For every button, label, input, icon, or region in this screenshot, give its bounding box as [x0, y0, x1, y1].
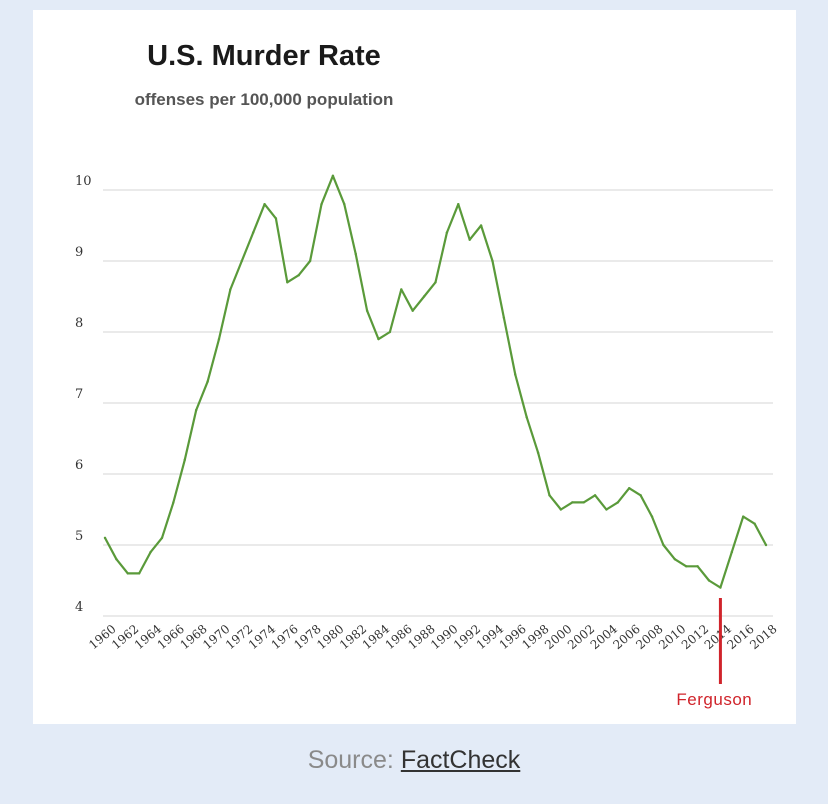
data-point	[251, 231, 255, 234]
x-axis-ticks: 1960196219641966196819701972197419761978…	[86, 622, 779, 653]
source-prefix: Source:	[307, 746, 401, 774]
data-point	[514, 373, 517, 376]
x-tick-label: 2018	[747, 622, 779, 652]
data-point	[365, 309, 369, 312]
data-point	[582, 501, 585, 504]
data-point	[434, 281, 437, 284]
source-credit: Source: FactCheck	[0, 746, 828, 775]
data-point	[536, 451, 540, 454]
data-point	[764, 543, 768, 547]
data-point	[616, 501, 620, 504]
data-point	[605, 508, 608, 511]
factcheck-link[interactable]: FactCheck	[400, 746, 521, 774]
data-point	[320, 203, 323, 206]
data-point	[217, 337, 221, 341]
data-point	[491, 259, 494, 263]
data-point	[662, 543, 665, 547]
y-axis-ticks: 4 5 6 7 8 9 10	[75, 174, 92, 615]
annotations: Ferguson	[676, 598, 752, 709]
y-tick-label: 4	[75, 600, 83, 615]
data-point	[263, 203, 266, 206]
chart-card: U.S. Murder Rate offenses per 100,000 po…	[33, 10, 796, 724]
series-lines	[103, 174, 768, 589]
gridlines	[103, 189, 773, 617]
data-point	[650, 515, 654, 518]
data-point	[229, 288, 232, 291]
data-point	[696, 565, 699, 568]
ferguson-label: Ferguson	[676, 690, 752, 709]
data-point	[525, 416, 528, 419]
data-point	[719, 586, 722, 589]
data-point	[331, 174, 335, 177]
data-point	[172, 501, 175, 504]
data-point	[115, 558, 118, 561]
chart-subtitle: offenses per 100,000 population	[135, 90, 394, 109]
data-point	[411, 309, 414, 312]
data-point	[673, 558, 677, 561]
y-tick-label: 10	[75, 174, 92, 189]
data-point	[297, 274, 300, 277]
data-point	[126, 572, 129, 575]
data-point	[593, 494, 597, 497]
data-point	[685, 565, 688, 568]
data-point	[502, 316, 506, 319]
data-point	[354, 252, 357, 256]
data-point	[308, 259, 312, 263]
data-point	[445, 231, 449, 234]
data-point	[707, 579, 711, 582]
data-point	[183, 458, 186, 461]
data-point	[388, 330, 392, 334]
data-point	[400, 288, 403, 291]
data-point	[274, 217, 278, 220]
y-tick-label: 9	[75, 245, 83, 260]
y-tick-label: 8	[75, 316, 83, 331]
data-point	[103, 536, 107, 540]
data-point	[206, 380, 209, 383]
data-point	[422, 295, 426, 298]
chart-title: U.S. Murder Rate	[147, 40, 381, 72]
data-point	[343, 203, 346, 206]
data-point	[479, 224, 483, 227]
data-point	[137, 572, 141, 575]
series-line-0	[103, 174, 768, 589]
data-point	[742, 515, 745, 518]
data-point	[194, 408, 198, 412]
data-point	[639, 494, 642, 497]
y-tick-label: 5	[75, 529, 83, 544]
data-point	[548, 494, 551, 497]
y-tick-label: 7	[75, 387, 83, 402]
data-point	[468, 238, 471, 241]
data-point	[559, 508, 563, 511]
data-point	[240, 259, 243, 263]
data-point	[753, 522, 756, 525]
y-tick-label: 6	[75, 458, 83, 473]
data-point	[286, 281, 289, 284]
data-point	[730, 550, 734, 554]
data-point	[149, 550, 152, 554]
data-point	[160, 536, 164, 540]
data-point	[628, 487, 631, 490]
data-point	[571, 501, 574, 504]
data-point	[457, 203, 460, 206]
data-point	[377, 337, 380, 341]
murder-rate-chart: U.S. Murder Rate offenses per 100,000 po…	[75, 40, 780, 709]
